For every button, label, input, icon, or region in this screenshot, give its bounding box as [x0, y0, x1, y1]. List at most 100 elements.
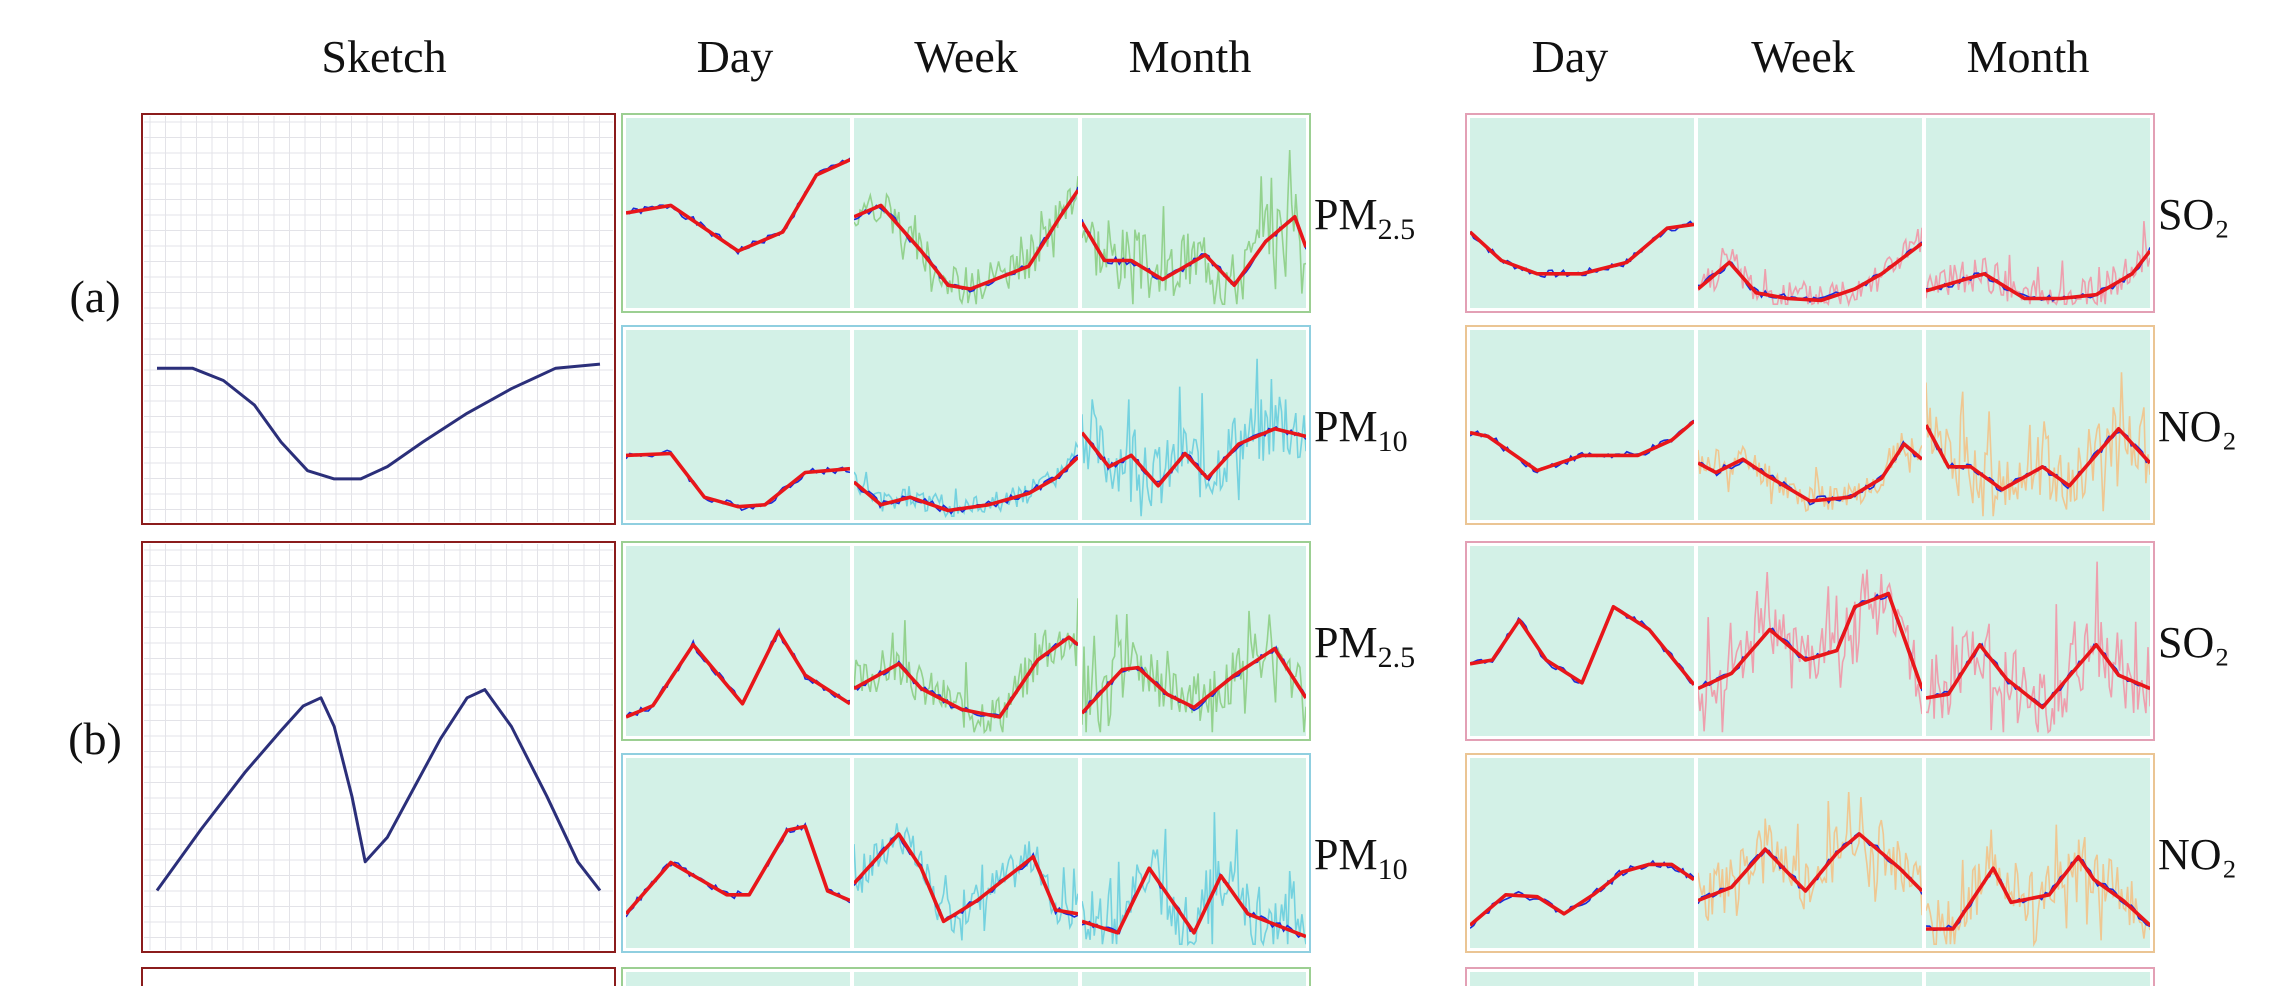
- panel-month: [1926, 330, 2150, 520]
- sketch-frame: [141, 541, 616, 953]
- panel-day: [626, 118, 850, 308]
- panel-day: [1470, 546, 1694, 736]
- header-right-day: Day: [1532, 31, 1609, 82]
- smoothed-series-line: [1470, 859, 1694, 929]
- panel-month: [1082, 546, 1306, 736]
- pollutant-label-sub: 2.5: [1378, 213, 1416, 246]
- pollutant-label: PM2.5: [1314, 190, 1415, 246]
- pollutant-label-main: PM: [1314, 618, 1378, 667]
- panel-week: [1698, 546, 1922, 736]
- fit-series-line: [1926, 424, 2150, 492]
- panel-week-bg: [1698, 118, 1922, 308]
- fit-series-line: [626, 824, 850, 915]
- raw-series-line: [854, 440, 1078, 519]
- pollutant-label-sub: ₂: [2222, 402, 2237, 451]
- pollutant-label-sub: 10: [1378, 853, 1408, 886]
- header-left-week: Week: [914, 31, 1018, 82]
- raw-series-line: [1082, 610, 1306, 733]
- pollutant-label-main: SO: [2158, 190, 2214, 239]
- panel-week-bg: [854, 330, 1078, 520]
- panel-c: [1082, 972, 1306, 986]
- raw-series-line: [1698, 569, 1922, 733]
- fit-series-line: [1926, 855, 2150, 931]
- pollutant-label: PM10: [1314, 830, 1408, 886]
- panel-day: [1470, 758, 1694, 948]
- panel-week: [854, 546, 1078, 736]
- header-sketch: Sketch: [321, 31, 446, 82]
- fit-series-line: [1698, 241, 1922, 303]
- pollutant-label-main: PM: [1314, 190, 1378, 239]
- sketch-panel-c: [141, 967, 616, 986]
- fit-series-line: [1926, 249, 2150, 301]
- panel-c: [1470, 972, 1694, 986]
- pollutant-label-sub: ₂: [2222, 830, 2237, 879]
- panel-month: [1926, 118, 2150, 308]
- panel-c: [1926, 972, 2150, 986]
- panel-c: [1698, 972, 1922, 986]
- fit-series-line: [626, 158, 850, 253]
- pollutant-label-main: NO: [2158, 830, 2222, 879]
- panel-week: [1698, 118, 1922, 308]
- raw-series-line: [854, 598, 1078, 735]
- pollutant-label-sub: 2.5: [1378, 641, 1416, 674]
- panel-month: [1082, 758, 1306, 948]
- panel-day-bg: [626, 118, 850, 308]
- panel-day: [626, 758, 850, 948]
- fit-series-line: [1698, 442, 1922, 503]
- panel-month: [1082, 118, 1306, 308]
- panel-month: [1082, 330, 1306, 520]
- header-right-week: Week: [1751, 31, 1855, 82]
- header-left-month: Month: [1129, 31, 1252, 82]
- pollutant-label-sub: 10: [1378, 425, 1408, 458]
- sketch-curve: [155, 688, 602, 892]
- fit-series-line: [626, 451, 850, 509]
- fit-series-line: [1470, 222, 1694, 276]
- panel-month-bg: [1082, 546, 1306, 736]
- panel-week: [854, 330, 1078, 520]
- pollutant-label: PM10: [1314, 402, 1408, 458]
- pollutant-label: SO₂: [2158, 190, 2230, 239]
- raw-series-line: [1926, 824, 2150, 948]
- fit-series-line: [854, 455, 1078, 513]
- fit-series-line: [1926, 643, 2150, 710]
- pollutant-label-sub: ₂: [2214, 190, 2229, 239]
- raw-series-line: [1926, 561, 2150, 734]
- panel-day-bg: [1470, 758, 1694, 948]
- pollutant-label-main: PM: [1314, 402, 1378, 451]
- pollutant-label-sub: ₂: [2214, 618, 2229, 667]
- panel-day-bg: [626, 546, 850, 736]
- fit-series-line: [1470, 605, 1694, 686]
- fit-series-line: [1082, 427, 1306, 488]
- panel-day: [1470, 118, 1694, 308]
- panel-week: [854, 118, 1078, 308]
- panel-day-bg: [1470, 118, 1694, 308]
- row-label-a: (a): [69, 271, 120, 322]
- panel-c: [854, 972, 1078, 986]
- fit-series-line: [1470, 419, 1694, 473]
- pollutant-label: NO₂: [2158, 402, 2237, 451]
- panel-day: [1470, 330, 1694, 520]
- raw-series-line: [1698, 227, 1922, 308]
- pollutant-label-main: PM: [1314, 830, 1378, 879]
- panel-c: [626, 972, 850, 986]
- fit-series-line: [1698, 832, 1922, 903]
- panel-week-bg: [1698, 546, 1922, 736]
- pollutant-label: PM2.5: [1314, 618, 1415, 674]
- header-left-day: Day: [697, 31, 774, 82]
- panel-week: [1698, 330, 1922, 520]
- fit-series-line: [626, 629, 850, 719]
- pollutant-label-main: NO: [2158, 402, 2222, 451]
- pollutant-label: NO₂: [2158, 830, 2237, 879]
- sketch-panel: [141, 113, 616, 525]
- panel-month-bg: [1082, 118, 1306, 308]
- raw-series-line: [1926, 221, 2150, 306]
- sketch-panel: [141, 541, 616, 953]
- raw-series-line: [1082, 358, 1306, 517]
- fit-series-line: [854, 635, 1078, 719]
- panel-month: [1926, 546, 2150, 736]
- fit-series-line: [1082, 215, 1306, 287]
- pollutant-label: SO₂: [2158, 618, 2230, 667]
- panel-day: [626, 330, 850, 520]
